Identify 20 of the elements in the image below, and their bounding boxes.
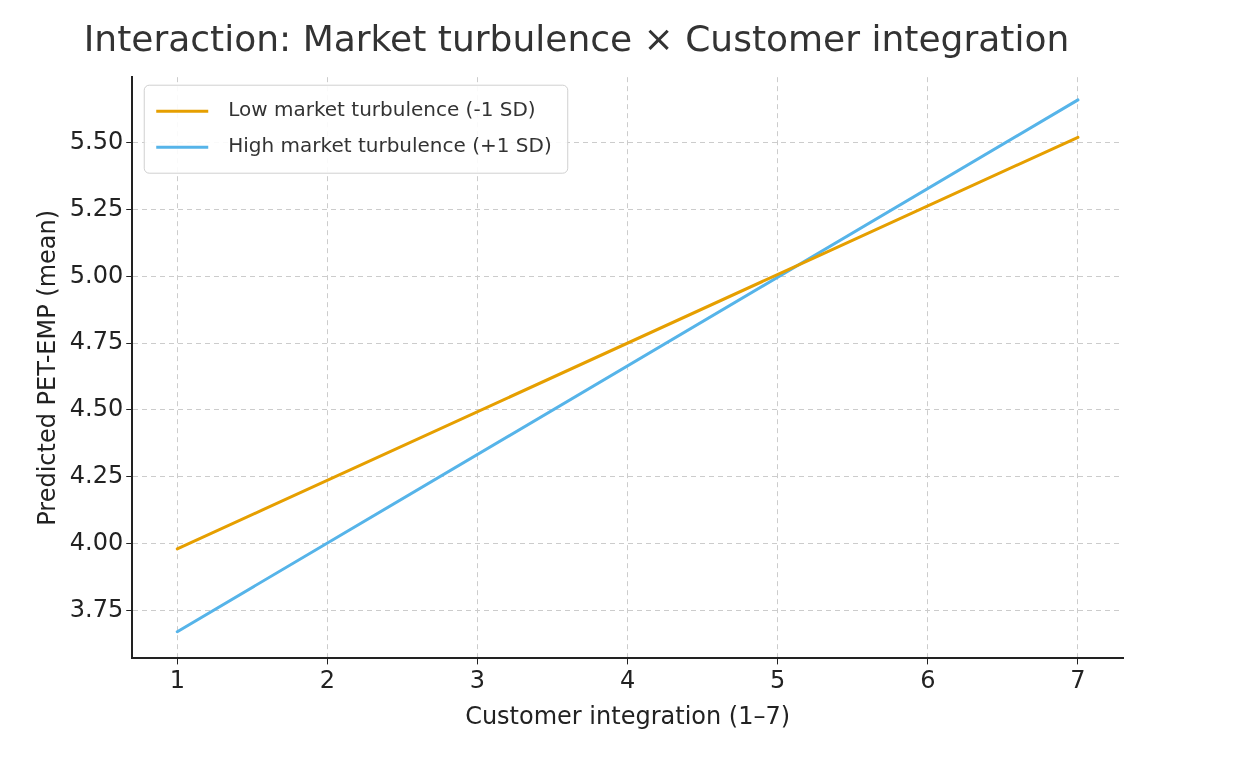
chart-title: Interaction: Market turbulence × Customer integration bbox=[83, 17, 1070, 59]
y-tick-label: 4.25 bbox=[69, 460, 124, 489]
x-tick-label: 4 bbox=[619, 666, 636, 695]
x-tick-label: 1 bbox=[169, 666, 185, 695]
y-tick-label: 4.00 bbox=[69, 527, 124, 556]
x-tick-label: 2 bbox=[319, 666, 336, 695]
legend-label: Low market turbulence (-1 SD) bbox=[228, 97, 536, 122]
x-axis-title: Customer integration (1–7) bbox=[465, 701, 791, 730]
y-tick-label: 5.50 bbox=[69, 126, 124, 155]
y-tick-label: 4.50 bbox=[69, 394, 124, 423]
y-tick-label: 5.25 bbox=[69, 193, 124, 222]
y-tick-label: 5.00 bbox=[69, 260, 124, 289]
y-tick-label: 3.75 bbox=[69, 594, 124, 623]
x-tick-label: 6 bbox=[920, 666, 936, 695]
y-tick-label: 4.75 bbox=[69, 327, 124, 356]
x-tick-label: 7 bbox=[1070, 666, 1086, 695]
y-axis-title: Predicted PET-EMP (mean) bbox=[32, 209, 61, 526]
x-tick-label: 5 bbox=[770, 666, 786, 695]
x-tick-label: 3 bbox=[469, 666, 486, 695]
legend-label: High market turbulence (+1 SD) bbox=[228, 133, 552, 158]
